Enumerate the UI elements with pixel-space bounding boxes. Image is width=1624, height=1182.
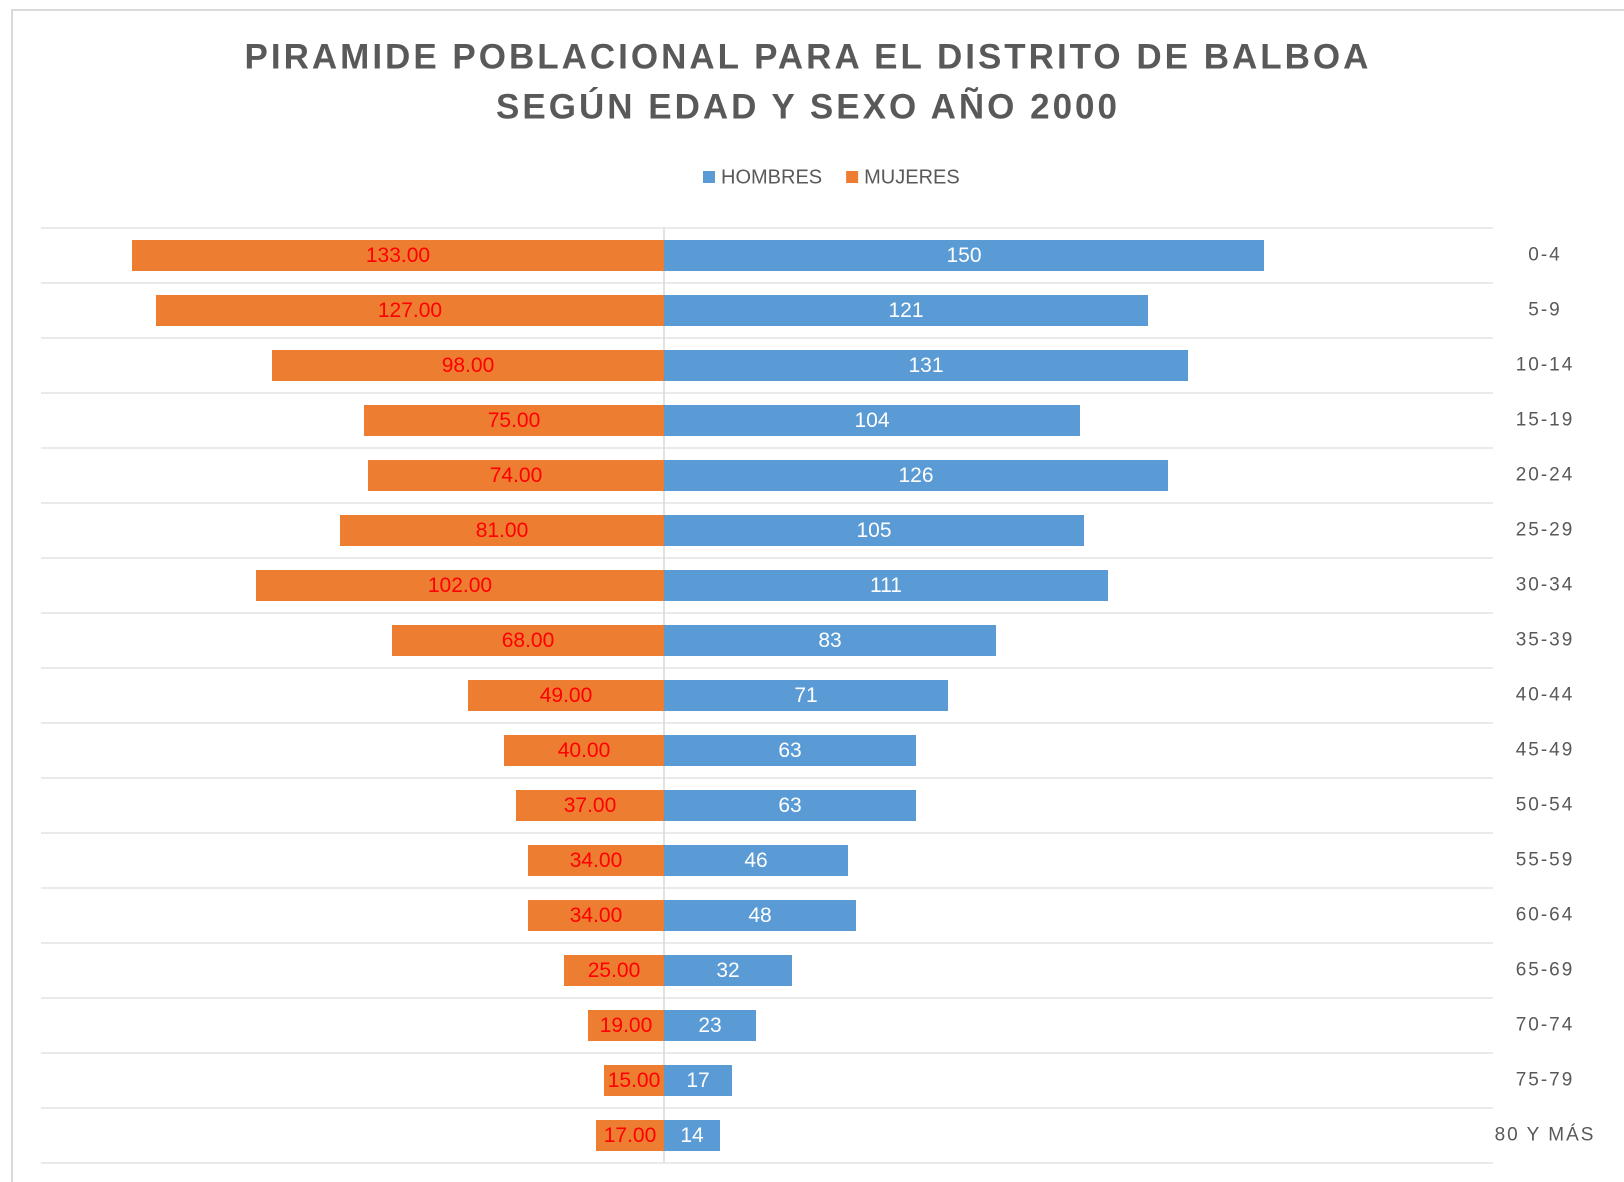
legend-swatch [846,171,859,183]
legend-swatch [703,171,715,183]
bar [588,1010,664,1041]
bar [664,515,1084,546]
category-label: 50-54 [1516,795,1575,816]
category-label: 15-19 [1516,410,1575,431]
data-label: 131 [908,354,943,377]
category-label: 30-34 [1516,575,1575,596]
legend-label: HOMBRES [721,166,822,188]
bar [664,240,1264,271]
data-label: 104 [854,409,889,432]
data-label: 74.00 [490,464,543,487]
bar [664,955,792,986]
bar [340,515,664,546]
data-label: 25.00 [588,959,641,982]
category-label: 65-69 [1516,960,1575,981]
data-label: 40.00 [558,739,611,762]
data-label: 49.00 [540,684,593,707]
data-label: 121 [888,299,923,322]
data-label: 48 [748,904,771,927]
data-label: 17 [686,1069,709,1092]
bar [392,625,664,656]
data-label: 46 [744,849,767,872]
bar [256,570,664,601]
bar [664,845,848,876]
category-label: 70-74 [1516,1015,1575,1036]
category-label: 35-39 [1516,630,1575,651]
bar [364,405,664,436]
data-label: 102.00 [428,574,492,597]
data-label: 71 [794,684,817,707]
category-label: 60-64 [1516,905,1575,926]
data-label: 126 [898,464,933,487]
bar [664,790,916,821]
bar [664,625,996,656]
bar [596,1120,664,1151]
bar [528,900,664,931]
bar [664,735,916,766]
bar [504,735,664,766]
category-label: 55-59 [1516,850,1575,871]
data-label: 15.00 [608,1069,661,1092]
data-label: 133.00 [366,244,430,267]
bar [664,460,1168,491]
data-label: 34.00 [570,849,623,872]
category-label: 5-9 [1528,300,1561,321]
bar [664,570,1108,601]
data-label: 19.00 [600,1014,653,1037]
category-label: 20-24 [1516,465,1575,486]
data-label: 34.00 [570,904,623,927]
bar [156,295,664,326]
category-label: 45-49 [1516,740,1575,761]
bar [664,680,948,711]
bar [132,240,664,271]
bar [664,1120,720,1151]
bar [664,350,1188,381]
bar [564,955,664,986]
category-label: 75-79 [1516,1070,1575,1091]
bar [664,295,1148,326]
bar [368,460,664,491]
data-label: 83 [818,629,841,652]
data-label: 150 [946,244,981,267]
data-label: 68.00 [502,629,555,652]
category-label: 40-44 [1516,685,1575,706]
category-label: 25-29 [1516,520,1575,541]
chart-subtitle: SEGÚN EDAD Y SEXO AÑO 2000 [496,86,1120,126]
bar [604,1065,664,1096]
data-label: 14 [680,1124,704,1147]
data-label: 105 [856,519,891,542]
data-label: 81.00 [476,519,529,542]
data-label: 37.00 [564,794,617,817]
bar [664,1010,756,1041]
bar [272,350,664,381]
bar [664,405,1080,436]
data-label: 127.00 [378,299,442,322]
bar [664,1065,732,1096]
data-label: 17.00 [604,1124,657,1147]
chart-title: PIRAMIDE POBLACIONAL PARA EL DISTRITO DE… [245,37,1372,76]
bar [516,790,664,821]
data-label: 98.00 [442,354,495,377]
data-label: 23 [698,1014,721,1037]
category-label: 0-4 [1528,245,1561,266]
bar [528,845,664,876]
category-label: 10-14 [1516,355,1575,376]
data-label: 32 [716,959,739,982]
legend-label: MUJERES [864,166,960,188]
category-label: 80 Y MÁS [1495,1125,1596,1146]
bar [468,680,664,711]
data-label: 63 [778,794,801,817]
data-label: 75.00 [488,409,541,432]
data-label: 63 [778,739,801,762]
data-label: 111 [870,574,902,597]
bar [664,900,856,931]
